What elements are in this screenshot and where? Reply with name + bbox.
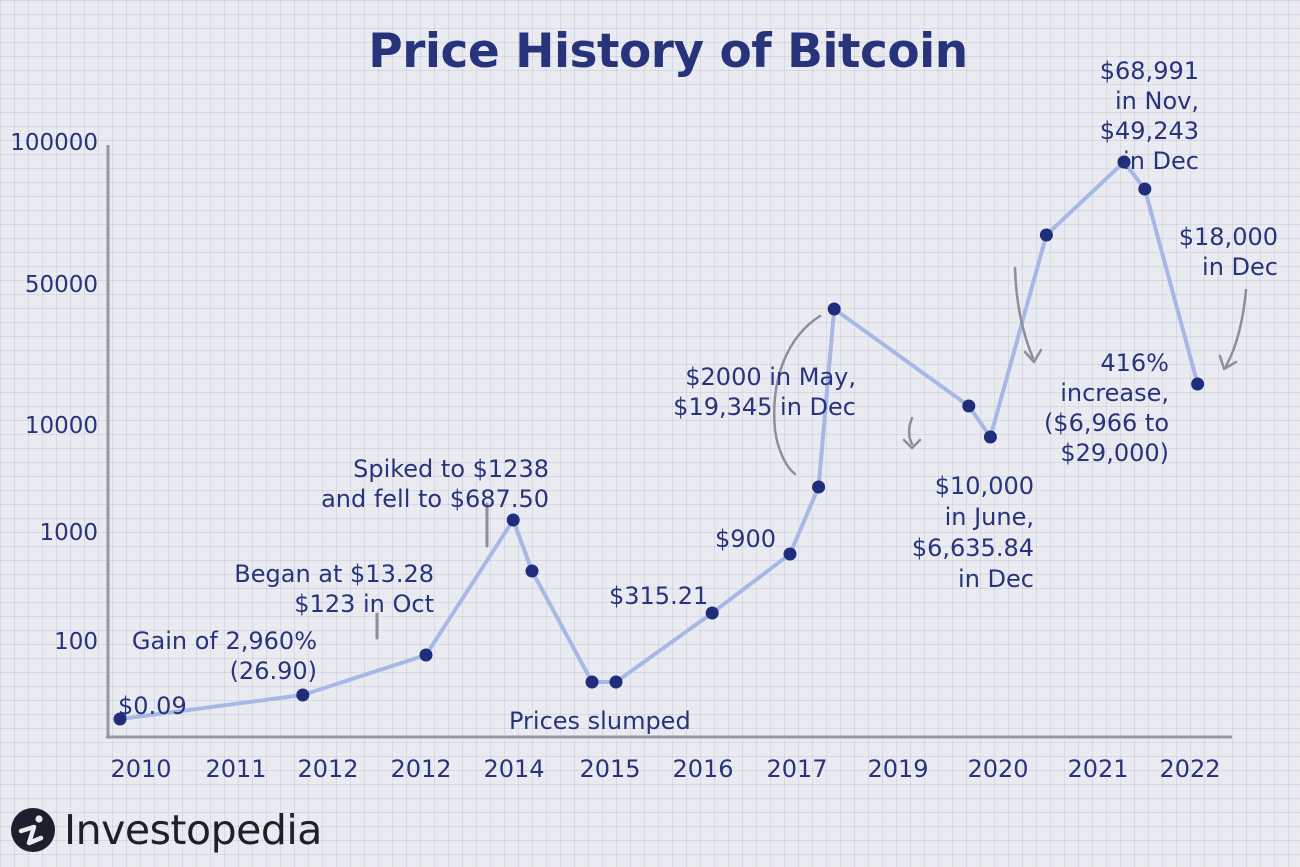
- x-tick-label: 2016: [672, 755, 733, 783]
- investopedia-logo: Investopedia: [10, 802, 322, 858]
- annotation-label: in Dec: [1202, 253, 1278, 281]
- leader-mark: [773, 314, 822, 476]
- annotation-label: $6,635.84: [912, 534, 1034, 562]
- x-tick-label: 2012: [390, 755, 451, 783]
- annotation-label: $49,243: [1100, 117, 1199, 145]
- data-point: [296, 688, 310, 702]
- chart-title: Price History of Bitcoin: [368, 24, 968, 79]
- leader-arrow: [907, 416, 914, 446]
- annotation-label: in June,: [945, 503, 1034, 531]
- x-tick-label: 2015: [579, 755, 640, 783]
- annotation-label: in Dec: [958, 565, 1034, 593]
- x-tick-label: 2022: [1159, 755, 1220, 783]
- y-tick-label: 100000: [10, 130, 98, 156]
- data-point: [609, 675, 623, 689]
- leader-arrow: [1224, 288, 1248, 368]
- y-tick-label: 10000: [25, 413, 98, 439]
- annotation-label: Began at $13.28: [234, 560, 434, 588]
- data-point: [113, 712, 127, 726]
- annotation-label: $68,991: [1100, 57, 1199, 85]
- data-point: [1138, 182, 1152, 196]
- annotation-label: $123 in Oct: [294, 590, 434, 618]
- annotation-label: Gain of 2,960%: [132, 627, 317, 655]
- data-point: [1191, 377, 1205, 391]
- annotation-label: Prices slumped: [509, 707, 691, 735]
- data-point: [525, 564, 539, 578]
- annotation-label: ($6,966 to: [1044, 409, 1169, 437]
- data-point: [783, 547, 797, 561]
- data-point: [827, 302, 841, 316]
- x-tick-label: 2012: [297, 755, 358, 783]
- data-point: [962, 399, 976, 413]
- x-tick-label: 2011: [205, 755, 266, 783]
- annotation-label: $900: [715, 525, 776, 553]
- investopedia-logo-icon: [11, 808, 55, 852]
- data-point: [1117, 155, 1131, 169]
- annotation-label: $19,345 in Dec: [673, 393, 856, 421]
- data-point: [506, 513, 520, 527]
- brand-name: Investopedia: [64, 806, 322, 854]
- annotation-label: $2000 in May,: [685, 363, 856, 391]
- arrowhead: [902, 438, 922, 450]
- annotation-label: increase,: [1060, 379, 1169, 407]
- x-tick-label: 2020: [967, 755, 1028, 783]
- x-tick-label: 2021: [1067, 755, 1128, 783]
- annotation-label: in Dec: [1123, 147, 1199, 175]
- arrowhead: [1023, 348, 1043, 364]
- arrowhead: [1218, 354, 1238, 371]
- annotation-label: in Nov,: [1115, 87, 1199, 115]
- y-tick-label: 1000: [39, 520, 98, 546]
- data-point: [983, 430, 997, 444]
- data-point: [419, 648, 433, 662]
- x-tick-label: 2017: [766, 755, 827, 783]
- annotation-label: 416%: [1100, 349, 1169, 377]
- annotation-label: and fell to $687.50: [321, 485, 549, 513]
- annotation-label: (26.90): [230, 657, 317, 685]
- annotation-label: Spiked to $1238: [353, 455, 549, 483]
- annotation-label: $315.21: [609, 582, 708, 610]
- x-tick-label: 2014: [483, 755, 544, 783]
- annotation-label: $29,000): [1060, 439, 1169, 467]
- data-point: [1039, 228, 1053, 242]
- data-point: [585, 675, 599, 689]
- data-point: [705, 606, 719, 620]
- y-tick-label: 50000: [25, 272, 98, 298]
- annotation-label: $10,000: [935, 472, 1034, 500]
- annotation-label: $0.09: [118, 692, 187, 720]
- y-tick-label: 100: [54, 629, 98, 655]
- data-point: [812, 480, 826, 494]
- leader-arrow: [1013, 266, 1035, 360]
- x-tick-label: 2010: [110, 755, 171, 783]
- annotation-label: $18,000: [1179, 223, 1278, 251]
- x-tick-label: 2019: [867, 755, 928, 783]
